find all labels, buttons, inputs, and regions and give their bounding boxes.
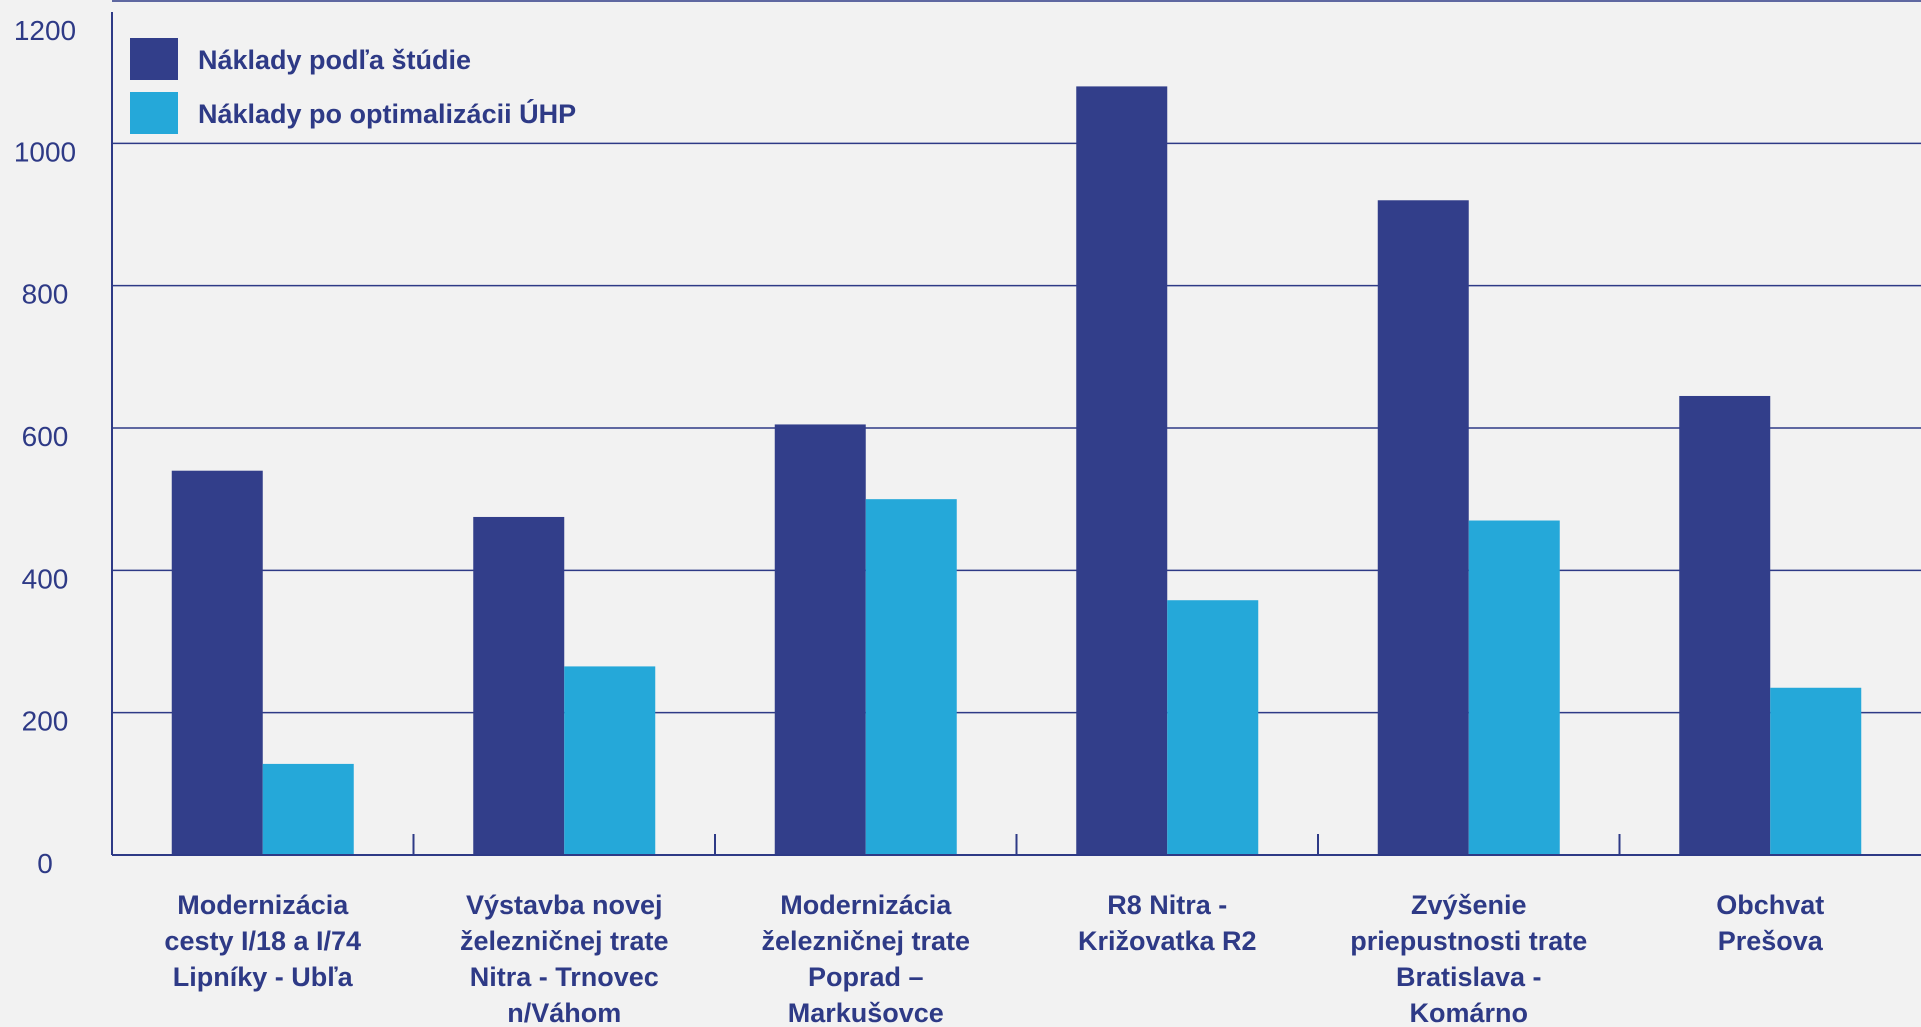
y-axis-ticks: 0 200 400 600 800 1000 1200 (14, 15, 76, 879)
x-tick-label-line: Bratislava - (1396, 962, 1542, 992)
x-tick-label-line: Komárno (1409, 998, 1528, 1027)
bar (1167, 600, 1259, 855)
x-tick-label-line: Zvýšenie (1411, 890, 1527, 920)
bar (1468, 520, 1560, 855)
category-labels: Modernizácia cesty I/18 a I/74 Lipníky - U… (164, 890, 1824, 1027)
bar (564, 666, 656, 855)
y-tick-label: 200 (22, 706, 69, 737)
x-tick-label-line: železničnej trate (761, 926, 970, 956)
x-tick-label-line: Križovatka R2 (1078, 926, 1257, 956)
bars (171, 86, 1862, 855)
x-tick-label-line: železničnej trate (460, 926, 669, 956)
x-tick-label-line: Lipníky - Ubľa (173, 962, 354, 992)
bar (1076, 86, 1168, 855)
x-tick-label-line: Nitra - Trnovec (470, 962, 659, 992)
gridlines (112, 0, 1921, 714)
y-tick-label: 400 (22, 563, 69, 594)
x-tick-label-line: Poprad – (808, 962, 924, 992)
legend-label: Náklady podľa štúdie (198, 45, 471, 75)
x-tick-label-line: R8 Nitra - (1107, 890, 1227, 920)
legend-label: Náklady po optimalizácii ÚHP (198, 98, 576, 129)
bar (473, 516, 565, 855)
bar (1679, 395, 1771, 855)
x-tick-label: R8 Nitra - Križovatka R2 (1078, 890, 1257, 956)
bar (262, 763, 354, 855)
axes (111, 12, 1921, 856)
x-tick-label-line: Modernizácia (780, 890, 952, 920)
x-tick-label-line: Markušovce (788, 998, 944, 1027)
x-tick-label-line: n/Váhom (507, 998, 621, 1027)
y-tick-label: 0 (37, 848, 53, 879)
x-tick-label-line: cesty I/18 a I/74 (164, 926, 361, 956)
y-tick-label: 1000 (14, 136, 76, 167)
x-tick-label: Obchvat Prešova (1716, 890, 1824, 956)
x-tick-label-line: Prešova (1718, 926, 1824, 956)
bar (171, 470, 263, 855)
legend: Náklady podľa štúdie Náklady po optimaliz… (130, 38, 576, 134)
x-tick-label: Zvýšenie priepustnosti trate Bratislava - K… (1350, 890, 1587, 1027)
x-tick-label-line: Výstavba novej (466, 890, 663, 920)
x-tick-label-line: Modernizácia (177, 890, 349, 920)
legend-swatch (130, 38, 178, 80)
bar (774, 424, 866, 855)
y-tick-label: 800 (22, 279, 69, 310)
y-tick-label: 1200 (14, 15, 76, 46)
y-tick-label: 600 (22, 421, 69, 452)
bar (1770, 687, 1862, 855)
bar (865, 499, 957, 855)
x-tick-label: Výstavba novej železničnej trate Nitra - T… (460, 890, 669, 1027)
x-tick-label-line: priepustnosti trate (1350, 926, 1587, 956)
x-tick-label: Modernizácia železničnej trate Poprad – Mar… (761, 890, 970, 1027)
bar (1377, 200, 1469, 855)
x-tick-label-line: Obchvat (1716, 890, 1824, 920)
x-tick-label: Modernizácia cesty I/18 a I/74 Lipníky - U… (164, 890, 361, 992)
legend-swatch (130, 92, 178, 134)
